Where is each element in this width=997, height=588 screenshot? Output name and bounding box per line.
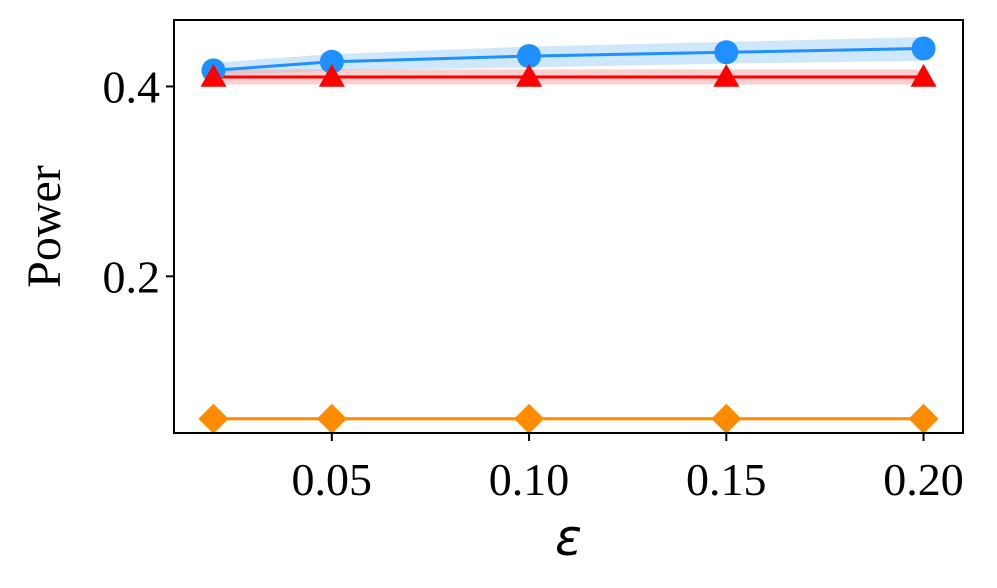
confidence-bands	[213, 37, 924, 421]
series-lines	[213, 46, 924, 421]
y-tick-label: 0.2	[103, 251, 161, 302]
x-tick-label: 0.20	[883, 454, 964, 505]
point-series-1	[200, 63, 227, 87]
point-series-0	[517, 44, 542, 69]
x-axis-ticks: 0.05 0.10 0.15 0.20	[292, 433, 964, 505]
point-series-2	[711, 403, 742, 434]
point-series-0	[319, 49, 344, 74]
x-tick-label: 0.10	[489, 454, 570, 505]
point-series-2	[198, 403, 229, 434]
point-series-1	[318, 63, 345, 87]
point-series-2	[908, 403, 939, 434]
point-series-2	[316, 403, 347, 434]
plot-frame	[173, 19, 964, 434]
x-tick-label: 0.15	[686, 454, 767, 505]
point-series-2	[514, 403, 545, 434]
y-axis-label: Power	[18, 165, 71, 288]
point-series-0	[911, 36, 936, 61]
y-axis-ticks: 0.2 0.4	[103, 61, 174, 302]
x-tick-label: 0.05	[292, 454, 373, 505]
series-markers	[198, 36, 939, 434]
x-axis-label: ε	[555, 509, 582, 567]
y-tick-label: 0.4	[103, 61, 161, 112]
point-series-1	[713, 63, 740, 87]
point-series-0	[714, 40, 739, 65]
point-series-1	[910, 63, 937, 87]
point-series-1	[516, 63, 543, 87]
